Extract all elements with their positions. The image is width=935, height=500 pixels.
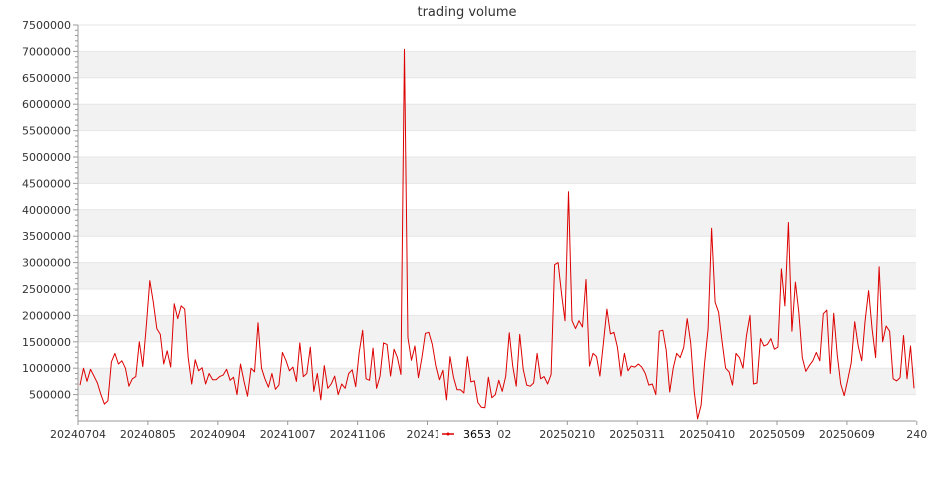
x-tick-label: 20250410: [679, 428, 735, 441]
grid-band: [78, 368, 916, 395]
legend[interactable]: 3653: [438, 426, 498, 442]
y-tick-label: 5000000: [22, 151, 71, 164]
x-tick-label: 240: [906, 428, 927, 441]
y-axis-ticks: 500000 1000000 1500000 2000000 2500000 300000…: [22, 19, 78, 417]
x-tick-label: 20240904: [190, 428, 246, 441]
y-tick-label: 2000000: [22, 309, 71, 322]
x-tick-label: 20240704: [50, 428, 106, 441]
y-tick-label: 3500000: [22, 230, 71, 243]
grid-band: [78, 51, 916, 78]
legend-label: 3653: [463, 428, 491, 441]
grid-band: [78, 157, 916, 184]
y-tick-label: 7500000: [22, 19, 71, 32]
x-tick-label: 20241007: [260, 428, 316, 441]
x-tick-label: 20250609: [819, 428, 875, 441]
grid-band: [78, 262, 916, 289]
y-tick-label: 1500000: [22, 336, 71, 349]
grid-band: [78, 25, 916, 52]
chart-title: trading volume: [417, 5, 516, 20]
legend-marker: [446, 432, 450, 436]
grid-band: [78, 289, 916, 316]
y-tick-label: 3000000: [22, 257, 71, 270]
y-tick-label: 7000000: [22, 45, 71, 58]
grid-band: [78, 130, 916, 157]
grid-bands: [78, 24, 916, 396]
grid-band: [78, 209, 916, 237]
x-tick-label: 20250509: [749, 428, 805, 441]
x-axis-ticks: 20240704 20240805 20240904 20241007 20241106…: [50, 421, 927, 441]
series-line: [79, 48, 915, 420]
grid-band: [78, 315, 916, 342]
x-tick-label: 20250210: [539, 428, 595, 441]
x-tick-label: 20250311: [609, 428, 665, 441]
y-tick-label: 4500000: [22, 177, 71, 190]
legend-background: [438, 426, 498, 442]
grid-band: [78, 183, 916, 210]
grid-band: [78, 104, 916, 131]
x-tick-label: 20241106: [330, 428, 386, 441]
x-tick-label: 20240805: [120, 428, 176, 441]
y-tick-label: 2500000: [22, 283, 71, 296]
grid-band: [78, 77, 916, 105]
plot-area: [79, 48, 915, 420]
y-tick-label: 6500000: [22, 72, 71, 85]
y-tick-label: 5500000: [22, 125, 71, 138]
grid-band: [78, 236, 916, 263]
y-tick-label: 4000000: [22, 204, 71, 217]
y-tick-label: 500000: [29, 389, 71, 402]
grid-band: [78, 341, 916, 369]
y-tick-label: 6000000: [22, 98, 71, 111]
y-tick-label: 1000000: [22, 362, 71, 375]
